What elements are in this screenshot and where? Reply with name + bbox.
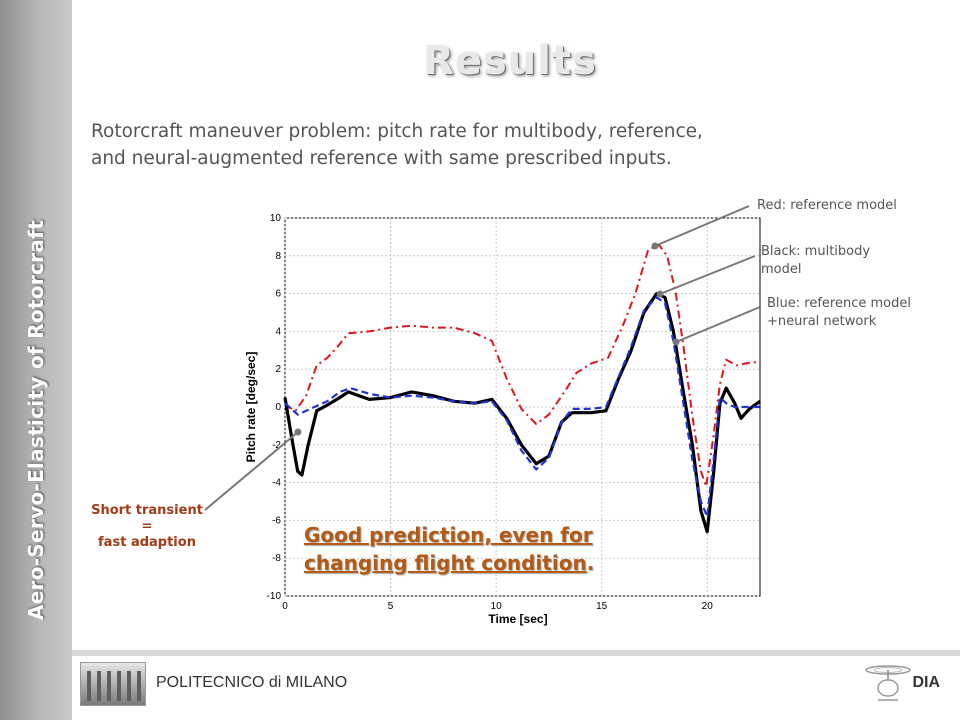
y-tick-label: -8 xyxy=(272,553,281,564)
x-tick-label: 15 xyxy=(596,601,608,612)
y-tick-label: 8 xyxy=(275,251,281,262)
red-series-label: Red: reference model xyxy=(757,198,897,213)
x-tick-label: 5 xyxy=(388,601,394,612)
callout-line-black xyxy=(659,255,756,295)
callout-dot-transient xyxy=(294,428,302,436)
y-tick-label: -6 xyxy=(272,515,281,526)
black-series-label-line-1: Black: multibody xyxy=(761,244,871,259)
y-tick-label: -10 xyxy=(267,591,282,602)
y-tick-label: 0 xyxy=(275,402,281,413)
y-tick-label: 6 xyxy=(275,289,281,300)
photo-column xyxy=(107,671,111,701)
callout-line-transient xyxy=(204,431,299,511)
black-series-label: Black: multibody model xyxy=(761,243,870,279)
sidebar: Aero-Servo-Elasticity of Rotorcraft xyxy=(0,0,72,720)
series-red-line xyxy=(284,243,761,488)
photo-column xyxy=(87,671,91,701)
subtitle-line-2: and neural-augmented reference with same… xyxy=(91,148,672,169)
x-tick-label: 10 xyxy=(491,601,503,612)
transient-annotation: Short transient = fast adaption xyxy=(82,503,212,551)
photo-column xyxy=(137,671,141,701)
photo-column xyxy=(97,671,101,701)
y-tick-label: 10 xyxy=(270,213,282,224)
university-name: POLITECNICO di MILANO xyxy=(156,674,348,691)
campus-photo xyxy=(80,662,146,706)
subtitle-line-1: Rotorcraft maneuver problem: pitch rate … xyxy=(91,121,703,142)
y-axis-label: Pitch rate [deg/sec] xyxy=(244,352,258,463)
callout-dot-black xyxy=(656,290,664,298)
department-label: DIA xyxy=(912,674,940,691)
y-tick-label: 2 xyxy=(275,364,281,375)
callout-dot-blue xyxy=(672,338,680,346)
photo-column xyxy=(127,671,131,701)
prediction-line-1: Good prediction, even for xyxy=(304,523,593,547)
x-tick-label: 20 xyxy=(702,601,714,612)
callout-dot-red xyxy=(651,242,659,250)
slide-subtitle: Rotorcraft maneuver problem: pitch rate … xyxy=(91,118,891,172)
footer: POLITECNICO di MILANO DIA xyxy=(72,650,960,726)
callouts xyxy=(204,205,761,511)
y-tick-label: -4 xyxy=(272,478,281,489)
slide-title: Results xyxy=(423,38,597,84)
black-series-label-line-2: model xyxy=(761,262,802,277)
transient-line-1: Short transient xyxy=(91,503,203,518)
prediction-period: . xyxy=(586,551,595,575)
callout-line-red xyxy=(654,205,750,247)
prediction-callout: Good prediction, even for changing fligh… xyxy=(304,521,594,577)
transient-line-3: fast adaption xyxy=(98,535,196,550)
axis-ticks: 0 5 10 15 20 -10 -8 -6 -4 -2 0 2 4 6 8 10 xyxy=(267,213,714,612)
blue-series-label-line-2: +neural network xyxy=(767,314,877,329)
y-tick-label: 4 xyxy=(275,326,281,337)
blue-series-label: Blue: reference model +neural network xyxy=(767,295,911,331)
callout-line-blue xyxy=(675,306,761,343)
photo-column xyxy=(117,671,121,701)
helicopter-logo-icon xyxy=(865,665,911,701)
transient-line-2: = xyxy=(141,519,153,534)
blue-series-label-line-1: Blue: reference model xyxy=(767,296,911,311)
y-tick-label: -2 xyxy=(272,440,281,451)
series-lines xyxy=(283,243,761,534)
series-black-line xyxy=(283,292,761,534)
x-axis-label: Time [sec] xyxy=(488,612,547,626)
x-tick-label: 0 xyxy=(282,601,288,612)
prediction-line-2: changing flight condition xyxy=(304,551,587,575)
